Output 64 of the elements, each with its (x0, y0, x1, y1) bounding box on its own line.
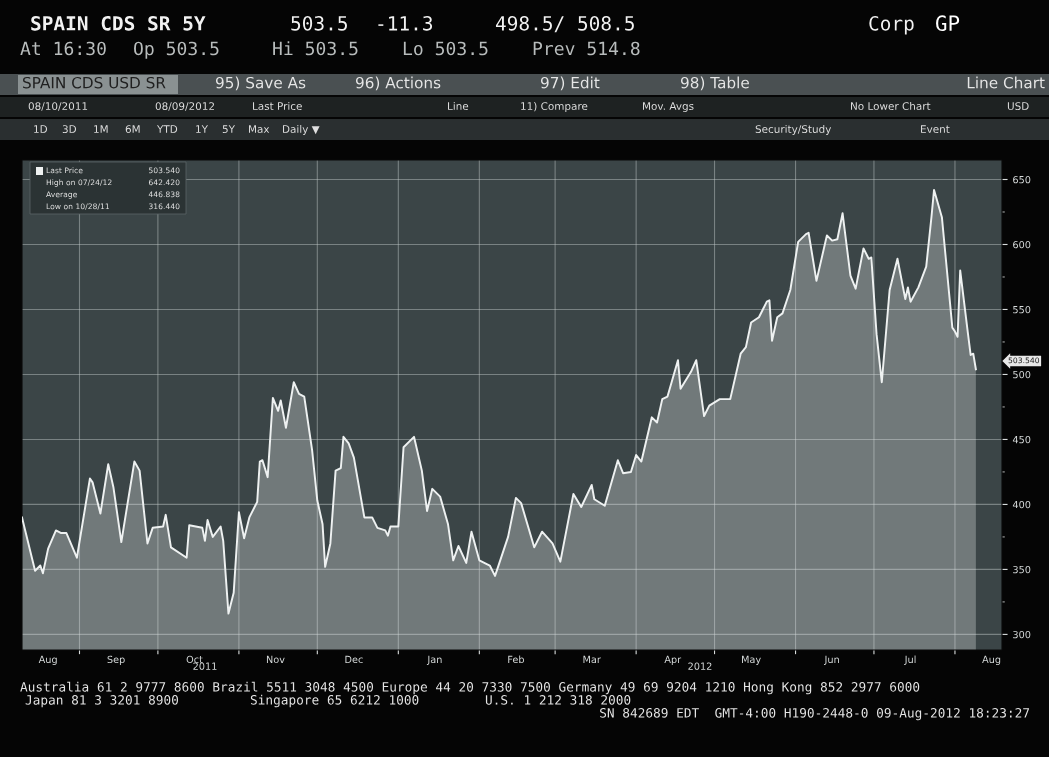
text: Japan 81 3 3201 8900 (25, 695, 179, 708)
text: Hi 503.5 (273, 41, 358, 56)
text: Line (448, 101, 469, 111)
x-tick-label: Nov (266, 655, 285, 664)
text: Mov. Avgs (643, 102, 694, 113)
y-tick-label: 600 (1013, 240, 1031, 249)
x-tick-label: Apr (664, 655, 682, 665)
text: Daily ▼ (283, 124, 320, 136)
text: Max (249, 125, 270, 134)
chart-title: SPAIN CDS SR 5Y (31, 15, 206, 31)
text: 3D (62, 125, 77, 134)
y-tick-label: 300 (1013, 630, 1031, 639)
y-tick-label: 450 (1012, 435, 1031, 444)
x-tick-label: Feb (508, 655, 524, 664)
text: SN 842689 EDT GMT-4:00 H190-2448-0 09-Aug-2012 18:23:27 (600, 707, 1030, 721)
text: Security/Study (755, 124, 832, 136)
text: 08/09/2012 (155, 102, 214, 111)
y-tick-label: 650 (1013, 175, 1031, 184)
text: Singapore 65 6212 1000 (250, 694, 419, 708)
x-tick-label: Sep (107, 655, 125, 665)
text: Lo 503.5 (403, 41, 488, 56)
text: Prev 514.8 (533, 41, 640, 56)
text: 97) Edit (540, 76, 600, 91)
text: 08/10/2011 (28, 102, 88, 111)
x-tick-label: Jun (824, 655, 839, 665)
text: Op 503.5 (134, 41, 219, 59)
text: U.S. 1 212 318 2000 (485, 695, 631, 705)
text: USD (1007, 102, 1029, 111)
text: 6M (125, 125, 140, 134)
text: Corp (869, 15, 914, 35)
text: 95) Save As (215, 76, 306, 91)
x-tick-label: Mar (583, 655, 601, 664)
text: GP (936, 15, 960, 32)
x-tick-label: May (742, 655, 761, 665)
text: No Lower Chart (851, 101, 931, 111)
text: 2011 (193, 662, 217, 670)
text: 1M (94, 125, 108, 133)
y-tick-label: 500 (1013, 370, 1031, 379)
x-tick-label: Dec (345, 655, 363, 664)
text: Last Price (253, 101, 302, 111)
text: 11) Compare (521, 101, 588, 113)
x-tick-label: Jan (426, 655, 442, 665)
text: SPAIN CDS USD SR (23, 76, 166, 89)
x-tick-label: Oct (186, 655, 203, 664)
x-tick-label: Jul (904, 655, 916, 665)
text: -11.3 (378, 15, 433, 31)
y-tick-label: 400 (1012, 500, 1031, 509)
text: 503.5 (291, 15, 347, 31)
text: 1Y (196, 125, 209, 133)
text: Line Chart (967, 76, 1045, 89)
y-tick-label: 550 (1013, 305, 1031, 314)
y-tick-label: 350 (1013, 565, 1031, 574)
text: 498.5/ 508.5 (495, 15, 634, 33)
text: 5Y (222, 125, 236, 134)
text: Australia 61 2 9777 8600 Brazil 5511 3048 4500 Europe 44 20 7330 7500 Germany 49 69 9204 1210 Hong Kong 852 2977 6000 (20, 681, 920, 695)
text: 2012 (688, 662, 712, 670)
text: 96) Actions (355, 76, 441, 91)
text: At 16:30 (20, 41, 106, 56)
text: 98) Table (680, 76, 749, 91)
x-tick-label: Aug (38, 655, 57, 665)
text: 1D (34, 125, 48, 133)
x-tick-label: Aug (982, 655, 1001, 665)
text: Event (921, 125, 950, 134)
text: YTD (156, 125, 178, 133)
